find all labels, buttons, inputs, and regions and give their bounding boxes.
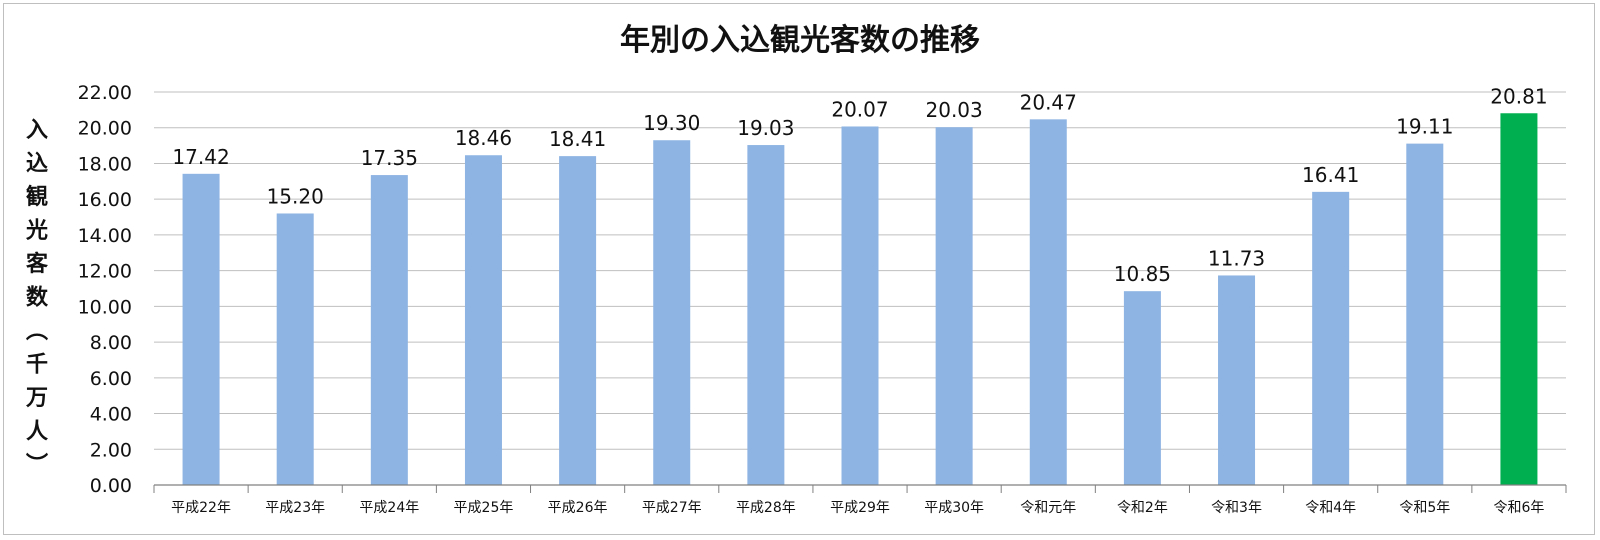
y-tick-label: 2.00 [90, 439, 132, 461]
category-label: 令和6年 [1493, 500, 1544, 516]
data-label: 20.03 [926, 98, 983, 122]
bars [182, 113, 1538, 486]
data-label: 18.46 [455, 126, 512, 150]
data-labels: 17.42 15.20 17.35 18.46 18.41 19.30 19.03 20.07… [172, 84, 1547, 286]
data-label: 17.42 [172, 145, 229, 169]
y-tick-label: 6.00 [90, 368, 132, 390]
category-label: 平成30年 [924, 500, 984, 516]
y-axis-ticks: 0.00 2.00 4.00 6.00 8.00 10.00 12.00 14.00 16.00… [78, 82, 132, 497]
data-label: 20.07 [831, 97, 888, 121]
data-label: 16.41 [1302, 163, 1359, 187]
category-label: 平成24年 [359, 500, 419, 516]
bar [935, 127, 973, 486]
category-label: 令和4年 [1305, 500, 1356, 516]
bar-chart: 年別の入込観光客数の推移 入込観光客数︵千万人︶ 0.00 2.00 4.00 6.0… [25, 23, 1567, 516]
bar [1500, 113, 1538, 486]
category-labels: 平成22年 平成23年 平成24年 平成25年 平成26年 平成27年 平成28年 平成29年… [171, 500, 1544, 516]
data-label: 20.81 [1490, 84, 1547, 108]
bar [182, 173, 220, 485]
bar [276, 213, 314, 486]
bar [653, 140, 691, 485]
y-tick-label: 12.00 [78, 261, 132, 283]
bar [370, 175, 408, 485]
category-label: 平成28年 [736, 500, 796, 516]
data-label: 20.47 [1020, 90, 1077, 114]
data-label: 10.85 [1114, 262, 1171, 286]
chart-title: 年別の入込観光客数の推移 [620, 23, 980, 58]
bar [1218, 275, 1256, 485]
y-tick-label: 14.00 [78, 225, 132, 247]
category-label: 平成25年 [454, 500, 514, 516]
bar [747, 145, 785, 485]
category-label: 平成27年 [642, 500, 702, 516]
bar [1406, 143, 1444, 485]
data-label: 11.73 [1208, 246, 1265, 270]
data-label: 19.30 [643, 111, 700, 135]
bar [1029, 119, 1067, 485]
category-label: 令和3年 [1211, 500, 1262, 516]
x-axis [153, 484, 1567, 493]
bar [559, 156, 597, 486]
category-label: 令和5年 [1399, 500, 1450, 516]
data-label: 18.41 [549, 127, 606, 151]
data-label: 19.03 [737, 116, 794, 140]
y-tick-label: 0.00 [90, 475, 132, 497]
bar [841, 126, 879, 486]
y-tick-label: 8.00 [90, 332, 132, 354]
category-label: 令和2年 [1117, 500, 1168, 516]
y-tick-label: 18.00 [78, 153, 132, 175]
bar [1123, 291, 1161, 485]
chart-frame: 年別の入込観光客数の推移 入込観光客数︵千万人︶ 0.00 2.00 4.00 6.0… [3, 3, 1595, 535]
category-label: 平成22年 [171, 500, 231, 516]
category-label: 令和元年 [1020, 500, 1076, 516]
category-label: 平成29年 [830, 500, 890, 516]
data-label: 17.35 [361, 146, 418, 170]
bar [1312, 191, 1350, 485]
category-label: 平成23年 [265, 500, 325, 516]
y-tick-label: 4.00 [90, 404, 132, 426]
y-tick-label: 10.00 [78, 296, 132, 318]
y-tick-label: 22.00 [78, 82, 132, 104]
data-label: 15.20 [267, 184, 324, 208]
bar [464, 155, 502, 485]
y-tick-label: 20.00 [78, 118, 132, 140]
y-axis-label: 入込観光客数︵千万人︶ [25, 118, 49, 478]
y-axis-title: 入込観光客数︵千万人︶ [25, 118, 49, 478]
data-label: 19.11 [1396, 115, 1453, 139]
y-tick-label: 16.00 [78, 189, 132, 211]
category-label: 平成26年 [548, 500, 608, 516]
